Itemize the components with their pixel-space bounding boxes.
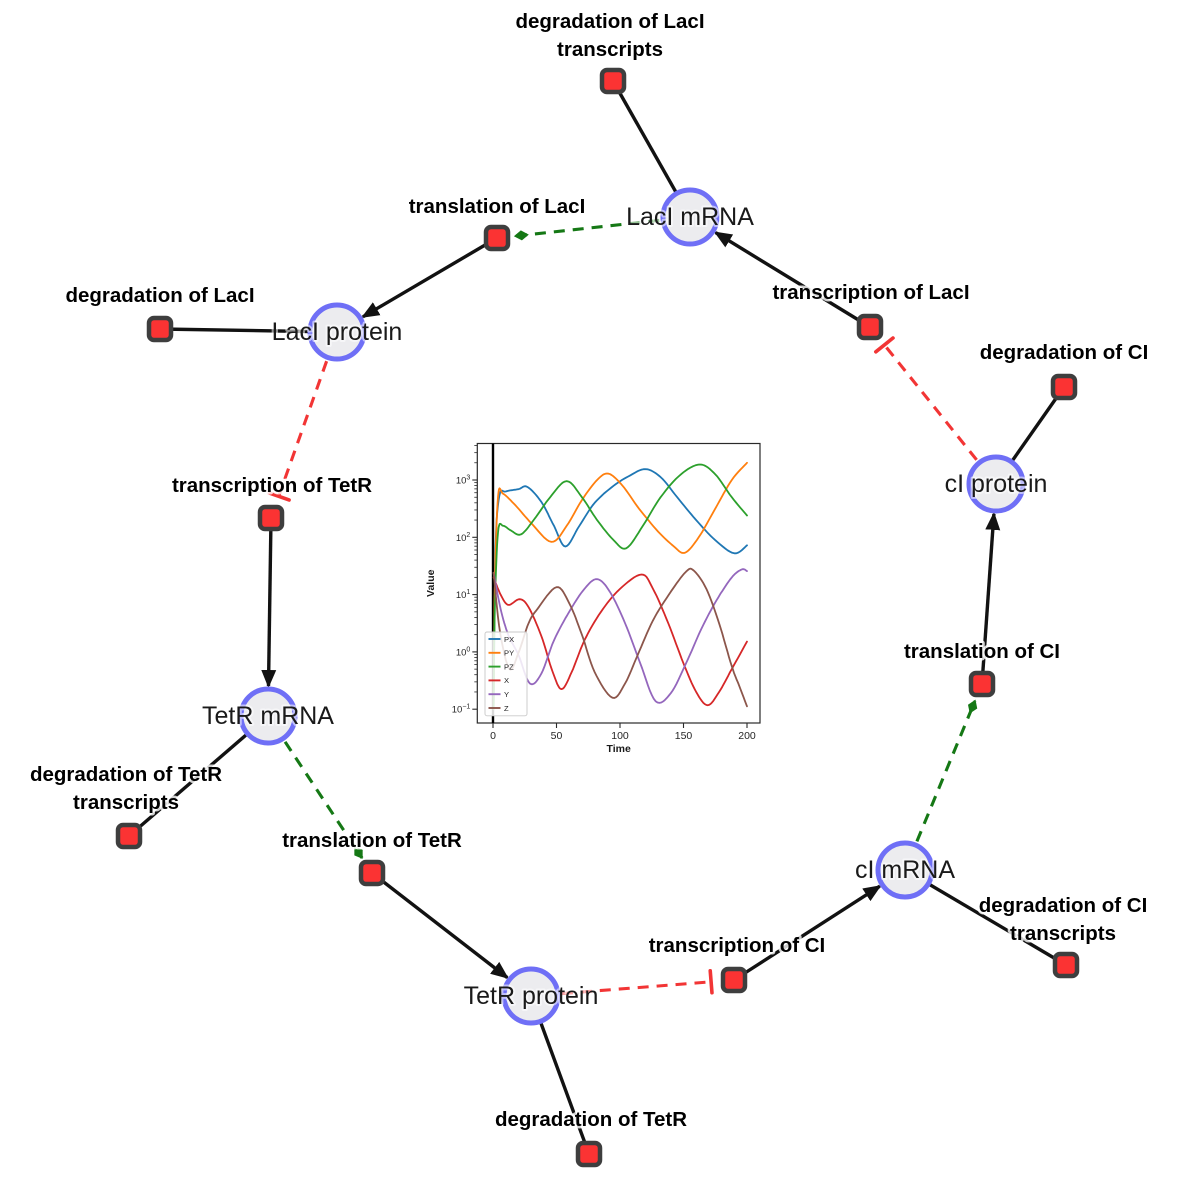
reaction-node-transcription-laci[interactable] bbox=[856, 313, 884, 341]
edge-inhibition-tetr-protein-to-transcription-ci bbox=[561, 969, 714, 996]
legend-label-PY: PY bbox=[504, 649, 514, 658]
reaction-label-transcription-ci-line1: transcription of CI bbox=[649, 934, 826, 957]
edge-arrow-translation-laci-to-laci-protein bbox=[361, 236, 498, 319]
species-node-laci-mrna[interactable] bbox=[660, 187, 720, 247]
embedded-timecourse-chart: 10−1 100 101 102 103 0 50 100 150 200 Time Value PX P… bbox=[425, 442, 761, 755]
species-label-laci-mrna: LacI mRNA bbox=[626, 203, 754, 231]
species-label-ci-protein: cI protein bbox=[945, 470, 1048, 498]
species-label-ci-mrna: cI mRNA bbox=[855, 856, 955, 884]
edge-plain-laci-protein-to-deg-laci bbox=[159, 327, 338, 334]
reaction-label-deg-ci-transcripts-line1: degradation of CI bbox=[979, 894, 1148, 917]
reaction-label-deg-tetr-line1: degradation of TetR bbox=[495, 1108, 687, 1131]
reaction-label-deg-laci-transcripts-line2: transcripts bbox=[557, 38, 663, 61]
y-tick-label: 101 bbox=[456, 589, 471, 601]
reaction-label-deg-tetr-transcripts-line1: degradation of TetR bbox=[30, 763, 222, 786]
x-tick-label: 200 bbox=[738, 730, 756, 742]
y-tick-label: 10−1 bbox=[452, 704, 471, 716]
x-tick-label: 50 bbox=[551, 730, 563, 742]
edge-arrow-transcription-laci-to-laci-mrna bbox=[713, 231, 871, 329]
reaction-label-deg-ci-transcripts-line2: transcripts bbox=[1010, 922, 1116, 945]
edge-arrow-transcription-ci-to-ci-mrna bbox=[733, 884, 882, 982]
species-node-laci-protein[interactable] bbox=[307, 302, 367, 362]
series-curve-PX bbox=[492, 468, 748, 711]
legend-label-Z: Z bbox=[504, 704, 509, 713]
reaction-label-translation-ci-line1: translation of CI bbox=[904, 640, 1060, 663]
x-tick-label: 100 bbox=[611, 730, 629, 742]
reaction-label-deg-ci-line1: degradation of CI bbox=[980, 341, 1149, 364]
nodes-layer bbox=[115, 67, 1080, 1168]
x-tick-label: 150 bbox=[675, 730, 693, 742]
reaction-label-deg-laci-transcripts-line1: degradation of LacI bbox=[515, 10, 704, 33]
species-node-tetr-protein[interactable] bbox=[501, 966, 561, 1026]
species-label-tetr-protein: TetR protein bbox=[464, 982, 599, 1010]
y-axis-label: Value bbox=[425, 569, 437, 597]
edge-modifier-ci-mrna-to-translation-ci bbox=[915, 699, 978, 842]
species-label-tetr-mrna: TetR mRNA bbox=[202, 702, 334, 730]
reaction-node-translation-laci[interactable] bbox=[483, 224, 511, 252]
edge-modifier-tetr-mrna-to-translation-tetr bbox=[283, 740, 364, 859]
x-tick-label: 0 bbox=[490, 730, 496, 742]
reaction-node-deg-ci-transcripts[interactable] bbox=[1052, 951, 1080, 979]
reaction-node-deg-laci-transcripts[interactable] bbox=[599, 67, 627, 95]
reaction-label-translation-tetr-line1: translation of TetR bbox=[282, 829, 462, 852]
reaction-node-transcription-tetr[interactable] bbox=[257, 504, 285, 532]
edge-inhibition-laci-protein-to-transcription-tetr bbox=[266, 360, 329, 502]
reaction-label-transcription-laci-line1: transcription of LacI bbox=[772, 281, 969, 304]
species-node-ci-mrna[interactable] bbox=[875, 840, 935, 900]
edge-arrow-translation-ci-to-ci-protein bbox=[980, 511, 1001, 685]
y-tick-label: 100 bbox=[456, 646, 471, 658]
reaction-label-translation-laci-line1: translation of LacI bbox=[409, 195, 586, 218]
reaction-node-deg-ci[interactable] bbox=[1050, 373, 1078, 401]
reaction-node-translation-ci[interactable] bbox=[968, 670, 996, 698]
labels-layer: LacI mRNA LacI protein TetR mRNA TetR prote… bbox=[27, 8, 1150, 1134]
series-curve-PZ bbox=[492, 463, 748, 711]
reaction-label-deg-laci-line1: degradation of LacI bbox=[65, 284, 254, 307]
reaction-node-transcription-ci[interactable] bbox=[720, 966, 748, 994]
legend-label-PZ: PZ bbox=[504, 662, 514, 671]
series-curve-PY bbox=[492, 461, 748, 711]
series-curve-X bbox=[492, 573, 748, 707]
edge-inhibition-ci-protein-to-transcription-laci bbox=[874, 336, 978, 461]
legend-label-X: X bbox=[504, 676, 509, 685]
y-tick-label: 102 bbox=[456, 532, 471, 544]
reaction-node-translation-tetr[interactable] bbox=[358, 859, 386, 887]
edge-plain-tetr-mrna-to-deg-tetr-transcripts bbox=[127, 714, 270, 838]
species-node-tetr-mrna[interactable] bbox=[238, 686, 298, 746]
reaction-node-deg-tetr-transcripts[interactable] bbox=[115, 822, 143, 850]
reaction-node-deg-laci[interactable] bbox=[146, 315, 174, 343]
species-node-ci-protein[interactable] bbox=[966, 454, 1026, 514]
x-axis-label: Time bbox=[606, 743, 630, 755]
edge-arrow-translation-tetr-to-tetr-protein bbox=[370, 871, 509, 979]
reaction-node-deg-tetr[interactable] bbox=[575, 1140, 603, 1168]
species-label-laci-protein: LacI protein bbox=[272, 318, 403, 346]
legend-label-Y: Y bbox=[504, 690, 509, 699]
legend-label-PX: PX bbox=[504, 635, 514, 644]
reaction-label-deg-tetr-transcripts-line2: transcripts bbox=[73, 791, 179, 814]
y-tick-label: 103 bbox=[456, 475, 471, 487]
edge-plain-ci-mrna-to-deg-ci-transcripts bbox=[904, 868, 1067, 967]
edge-arrow-transcription-tetr-to-tetr-mrna bbox=[261, 517, 277, 688]
edge-modifier-laci-mrna-to-translation-laci bbox=[513, 218, 660, 241]
reaction-label-transcription-tetr-line1: transcription of TetR bbox=[172, 474, 372, 497]
